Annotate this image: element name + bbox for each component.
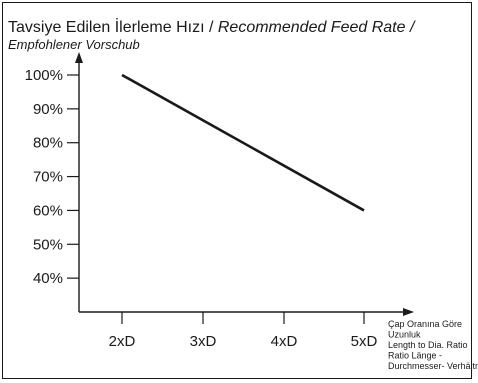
y-tick-label: 90% [33, 101, 63, 118]
chart-subtitle: Empfohlener Vorschub [8, 37, 140, 52]
x-tick-label: 2xD [109, 333, 136, 350]
chart-title: Tavsiye Edilen İlerleme Hızı / Recommend… [8, 17, 416, 36]
x-axis-label-line: Uzunluk [388, 330, 421, 340]
y-tick-label: 80% [33, 135, 63, 152]
series-layer [121, 73, 365, 212]
y-tick-label: 100% [25, 67, 63, 84]
x-axis-label: Çap Oranına Göre Uzunluk Length to Dia. Ra… [388, 319, 478, 371]
x-ticks: 2xD 3xD 4xD 5xD [109, 312, 378, 350]
y-tick-label: 60% [33, 202, 63, 219]
series-line-0 [121, 73, 365, 212]
y-ticks: 40% 50% 60% 70% 80% 90% 100% [25, 67, 79, 287]
y-tick-label: 70% [33, 169, 63, 186]
y-tick-label: 50% [33, 236, 63, 253]
x-tick-label: 5xD [351, 333, 378, 350]
x-tick-label: 4xD [271, 333, 298, 350]
x-axis-label-line: Durchmesser- Verhältnis [388, 361, 478, 371]
chart-title-en: Recommended Feed Rate / [218, 19, 416, 36]
y-axis-arrow [75, 52, 83, 63]
x-axis-arrow [403, 308, 414, 316]
x-tick-label: 3xD [190, 333, 217, 350]
x-axis-label-line: Çap Oranına Göre [388, 319, 462, 329]
x-axis-label-line: Ratio Länge - [388, 351, 442, 361]
y-tick-label: 40% [33, 270, 63, 287]
x-axis-label-line: Length to Dia. Ratio [388, 340, 468, 350]
chart-frame [2, 2, 472, 379]
chart-title-tr: Tavsiye Edilen İlerleme Hızı / [8, 17, 218, 36]
